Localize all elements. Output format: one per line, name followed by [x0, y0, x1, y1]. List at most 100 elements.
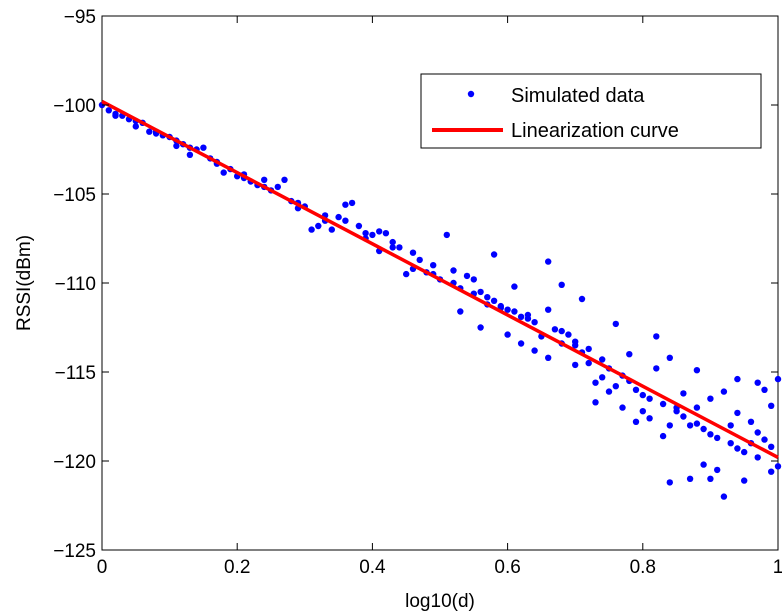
scatter-point: [578, 295, 586, 303]
scatter-point: [517, 313, 525, 320]
y-tick-label: −120: [53, 452, 96, 473]
x-axis-label: log10(d): [405, 591, 475, 612]
scatter-point: [639, 408, 646, 415]
scatter-point: [504, 331, 511, 338]
legend-label-simulated-data: Simulated data: [511, 85, 645, 107]
scatter-point: [734, 445, 741, 452]
scatter-point: [558, 281, 565, 288]
scatter-point: [545, 306, 552, 313]
scatter-point: [612, 320, 619, 328]
scatter-point: [396, 244, 403, 251]
scatter-point: [200, 144, 207, 151]
scatter-point: [768, 402, 775, 409]
scatter-point: [707, 395, 714, 402]
scatter-point: [274, 183, 281, 191]
scatter-point: [335, 213, 342, 221]
scatter-point: [605, 388, 613, 395]
scatter-point: [315, 222, 322, 230]
scatter-point: [585, 359, 592, 367]
scatter-point: [619, 404, 626, 411]
scatter-point: [490, 297, 498, 304]
scatter-point: [477, 288, 484, 296]
scatter-point: [774, 463, 782, 470]
y-tick-label: −125: [53, 541, 96, 562]
scatter-point: [680, 390, 687, 397]
scatter-point: [599, 356, 606, 363]
scatter-point: [734, 375, 741, 383]
y-tick-label: −105: [53, 185, 96, 206]
x-tick-label: 0.2: [224, 557, 250, 578]
scatter-point: [761, 436, 768, 443]
scatter-point: [754, 379, 761, 386]
scatter-point: [761, 386, 768, 393]
scatter-point: [666, 422, 673, 429]
scatter-point: [531, 347, 538, 354]
scatter-point: [308, 226, 315, 233]
scatter-point: [612, 383, 619, 390]
scatter-point: [369, 231, 376, 239]
scatter-point: [261, 176, 268, 183]
scatter-point: [511, 283, 518, 290]
scatter-point: [680, 413, 687, 420]
scatter-point: [112, 112, 119, 119]
x-tick-label: 1: [773, 557, 782, 578]
scatter-point: [463, 272, 471, 280]
scatter-point: [511, 308, 518, 315]
y-tick-label: −100: [53, 96, 96, 117]
scatter-point: [632, 418, 640, 425]
scatter-point: [774, 375, 782, 383]
scatter-point: [220, 169, 227, 176]
scatter-point: [632, 386, 640, 393]
scatter-point: [707, 475, 714, 482]
scatter-point: [403, 270, 410, 278]
y-tick-label: −115: [55, 363, 96, 384]
axis-ticks: 0 0.2 0.4 0.6 0.8 1 −125 −120 −115 −110 −105 −100 −9…: [53, 7, 782, 578]
linearization-curve-line: [101, 99, 779, 459]
scatter-point: [646, 415, 653, 422]
scatter-point: [714, 434, 721, 442]
scatter-point: [646, 395, 653, 402]
scatter-point: [659, 432, 667, 440]
scatter-point: [686, 422, 694, 429]
scatter-point: [105, 107, 113, 114]
scatter-point: [430, 262, 437, 269]
scatter-point: [132, 123, 139, 130]
scatter-point: [592, 399, 599, 406]
scatter-point: [477, 324, 484, 331]
x-tick-label: 0: [97, 557, 108, 578]
scatter-point: [741, 477, 748, 484]
scatter-point: [693, 367, 701, 374]
scatter-point: [328, 226, 335, 233]
scatter-point: [700, 425, 707, 433]
scatter-point: [768, 468, 775, 475]
scatter-point: [355, 222, 363, 230]
scatter-point: [342, 201, 349, 208]
scatter-point: [173, 142, 180, 150]
scatter-point: [490, 251, 498, 258]
scatter-point: [443, 231, 450, 239]
scatter-point: [376, 228, 383, 235]
y-tick-label: −95: [64, 7, 96, 28]
scatter-point: [599, 374, 606, 381]
scatter-point: [754, 429, 761, 436]
scatter-point: [545, 354, 552, 361]
scatter-point: [639, 391, 646, 399]
scatter-point: [666, 479, 673, 486]
scatter-point: [551, 326, 559, 333]
chart-marks: [98, 99, 782, 500]
scatter-point: [524, 311, 532, 319]
x-tick-label: 0.6: [494, 557, 520, 578]
scatter-point: [186, 151, 194, 158]
scatter-point: [342, 217, 349, 224]
y-tick-label: −110: [55, 274, 96, 295]
scatter-point: [382, 230, 390, 237]
scatter-point: [714, 466, 721, 474]
scatter-point: [457, 308, 464, 315]
scatter-point: [416, 256, 423, 264]
scatter-point: [707, 431, 714, 438]
scatter-point: [653, 333, 660, 340]
legend-box: [420, 73, 762, 149]
legend-marker-simulated-data: [467, 90, 475, 98]
scatter-point: [146, 128, 153, 135]
